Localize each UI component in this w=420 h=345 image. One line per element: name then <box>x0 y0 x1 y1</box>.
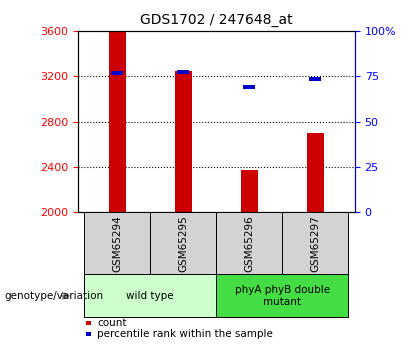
Bar <box>282 212 348 274</box>
Text: wild type: wild type <box>126 291 174 301</box>
Text: GSM65297: GSM65297 <box>310 215 320 272</box>
Text: GSM65295: GSM65295 <box>178 215 188 272</box>
Text: GSM65296: GSM65296 <box>244 215 254 272</box>
Bar <box>84 274 216 317</box>
Bar <box>111 71 123 75</box>
Bar <box>175 71 192 212</box>
Bar <box>307 133 323 212</box>
Title: GDS1702 / 247648_at: GDS1702 / 247648_at <box>140 13 293 27</box>
Text: genotype/variation: genotype/variation <box>4 291 103 301</box>
Text: GSM65294: GSM65294 <box>112 215 122 272</box>
Bar <box>177 70 189 75</box>
Bar <box>150 212 216 274</box>
Bar <box>109 32 126 212</box>
Text: percentile rank within the sample: percentile rank within the sample <box>97 329 273 339</box>
Bar <box>86 332 91 336</box>
Bar <box>86 321 91 325</box>
Bar <box>241 170 257 212</box>
Bar <box>310 77 321 81</box>
Bar <box>243 85 255 89</box>
Bar <box>216 274 348 317</box>
Bar <box>84 212 150 274</box>
Text: count: count <box>97 318 127 327</box>
Bar <box>216 212 282 274</box>
Text: phyA phyB double
mutant: phyA phyB double mutant <box>235 285 330 307</box>
